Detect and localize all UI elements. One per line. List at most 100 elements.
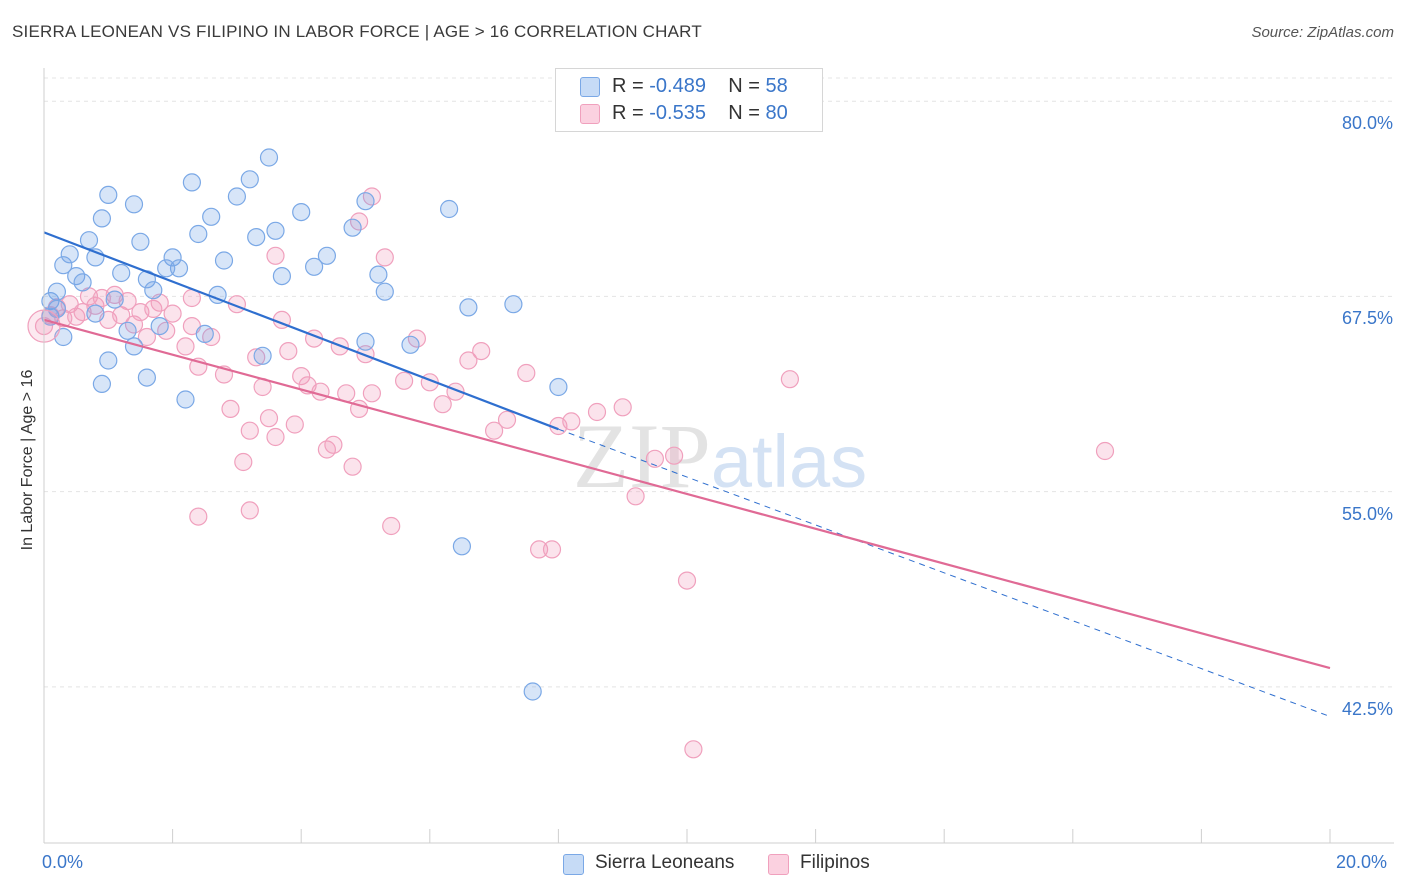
- trend-layer: [43, 231, 1331, 717]
- point-filipino-72: [780, 370, 800, 389]
- point-filipino-16: [137, 327, 156, 347]
- point-sierra-leonean-53: [137, 368, 156, 387]
- watermark-atlas: atlas: [711, 420, 867, 503]
- point-sierra-leonean-28: [272, 267, 291, 286]
- point-filipino-73: [1095, 441, 1115, 461]
- point-sierra-leonean-40: [523, 682, 542, 701]
- point-filipino-30: [247, 348, 266, 367]
- point-sierra-leonean-51: [549, 377, 568, 397]
- point-sierra-leonean-7: [79, 231, 99, 250]
- y-tick-label: 55.0%: [1341, 503, 1393, 524]
- point-sierra-leonean-23: [227, 187, 246, 206]
- point-filipino-45: [343, 457, 362, 476]
- point-sierra-leonean-57: [99, 351, 118, 370]
- point-sierra-leonean-16: [150, 317, 169, 336]
- trendline-filipinos: [43, 318, 1331, 670]
- point-sierra-leonean-38: [459, 298, 478, 317]
- point-filipino-21: [176, 337, 195, 356]
- point-filipino-51: [395, 371, 414, 390]
- chart-source: Source: ZipAtlas.com: [1251, 24, 1394, 41]
- y-tick-label: 80.0%: [1341, 113, 1393, 134]
- point-sierra-leonean-33: [356, 192, 375, 211]
- trendline-sierra-leoneans: [43, 231, 559, 431]
- point-filipino-29: [240, 421, 259, 440]
- point-sierra-leonean-21: [202, 207, 221, 226]
- point-filipino-47: [356, 345, 375, 364]
- point-sierra-leonean-50: [356, 332, 375, 351]
- point-filipino-5: [67, 307, 86, 326]
- point-filipino-48: [362, 384, 381, 403]
- legend-stats-filipinos: R = -0.535 N = 80: [612, 102, 788, 124]
- point-filipino-65: [587, 402, 607, 422]
- point-sierra-leonean-34: [369, 265, 388, 284]
- point-filipino-28: [234, 452, 253, 472]
- point-filipino-70: [677, 571, 697, 590]
- point-sierra-leonean-22: [214, 251, 234, 270]
- point-sierra-leonean-45: [73, 273, 92, 292]
- axis-layer: [43, 68, 1394, 844]
- correlation-legend: R = -0.489 N = 58 R = -0.535 N = 80: [555, 68, 823, 132]
- legend-stats-sierra-leoneans: R = -0.489 N = 58: [612, 75, 788, 97]
- point-sierra-leonean-30: [305, 257, 324, 276]
- point-filipino-56: [459, 351, 478, 370]
- point-filipino-36: [285, 415, 304, 434]
- point-filipino-71: [684, 740, 703, 759]
- chart-title: SIERRA LEONEAN VS FILIPINO IN LABOR FORC…: [12, 22, 702, 41]
- point-sierra-leonean-24: [240, 170, 259, 189]
- point-sierra-leonean-52: [401, 335, 420, 354]
- legend-swatch: [768, 854, 789, 875]
- point-filipino-57: [472, 342, 491, 361]
- point-sierra-leonean-10: [99, 185, 118, 204]
- point-filipino-69: [664, 446, 684, 465]
- point-sierra-leonean-13: [131, 232, 150, 251]
- point-filipino-60: [517, 363, 536, 383]
- point-filipino-40: [311, 382, 330, 401]
- point-filipino-35: [279, 342, 298, 361]
- y-axis-label: In Labor Force | Age > 16: [19, 369, 36, 551]
- point-sierra-leonean-35: [375, 282, 394, 301]
- point-filipino-64: [562, 412, 581, 431]
- point-sierra-leonean-1: [47, 282, 67, 301]
- point-filipino-68: [645, 449, 665, 468]
- point-filipino-32: [259, 409, 279, 428]
- legend-swatch: [563, 854, 584, 875]
- point-sierra-leonean-18: [169, 259, 189, 278]
- point-sierra-leonean-3: [54, 256, 73, 275]
- point-filipino-67: [626, 487, 645, 506]
- point-sierra-leonean-36: [440, 199, 459, 219]
- watermark: ZIPatlas: [573, 405, 867, 507]
- point-sierra-leonean-46: [157, 259, 176, 278]
- point-sierra-leonean-27: [266, 221, 285, 240]
- point-sierra-leonean-55: [92, 374, 112, 393]
- points-layer: [27, 148, 1115, 759]
- point-filipino-75: [266, 246, 285, 265]
- point-sierra-leonean-19: [182, 173, 201, 192]
- point-filipino-54: [433, 395, 452, 414]
- x-tick-label-min: 0.0%: [42, 852, 84, 872]
- point-sierra-leonean-32: [343, 218, 362, 237]
- y-tick-label: 42.5%: [1341, 698, 1393, 719]
- x-tick-label-max: 20.0%: [1336, 852, 1388, 872]
- point-filipino-20: [163, 304, 182, 323]
- point-sierra-leonean-41: [118, 321, 137, 340]
- point-sierra-leonean-43: [105, 290, 124, 309]
- point-sierra-leonean-20: [189, 224, 208, 244]
- point-filipino-50: [382, 516, 401, 536]
- point-sierra-leonean-44: [86, 304, 105, 323]
- point-sierra-leonean-11: [112, 263, 131, 283]
- point-filipino-37: [292, 367, 311, 386]
- legend-label: Sierra Leoneans: [595, 852, 735, 873]
- point-sierra-leonean-17: [163, 248, 182, 267]
- point-filipino-61: [529, 540, 549, 559]
- point-sierra-leonean-9: [92, 209, 112, 228]
- point-sierra-leonean-29: [292, 203, 311, 222]
- point-filipino-66: [613, 398, 632, 417]
- point-sierra-leonean-26: [259, 148, 279, 167]
- point-filipino-26: [221, 399, 240, 418]
- grid-layer: [44, 77, 1394, 688]
- point-sierra-leonean-5: [60, 245, 79, 264]
- point-sierra-leonean-39: [504, 295, 523, 314]
- legend-swatch-sierra-leoneans: [580, 77, 600, 97]
- point-sierra-leonean-42: [195, 324, 214, 343]
